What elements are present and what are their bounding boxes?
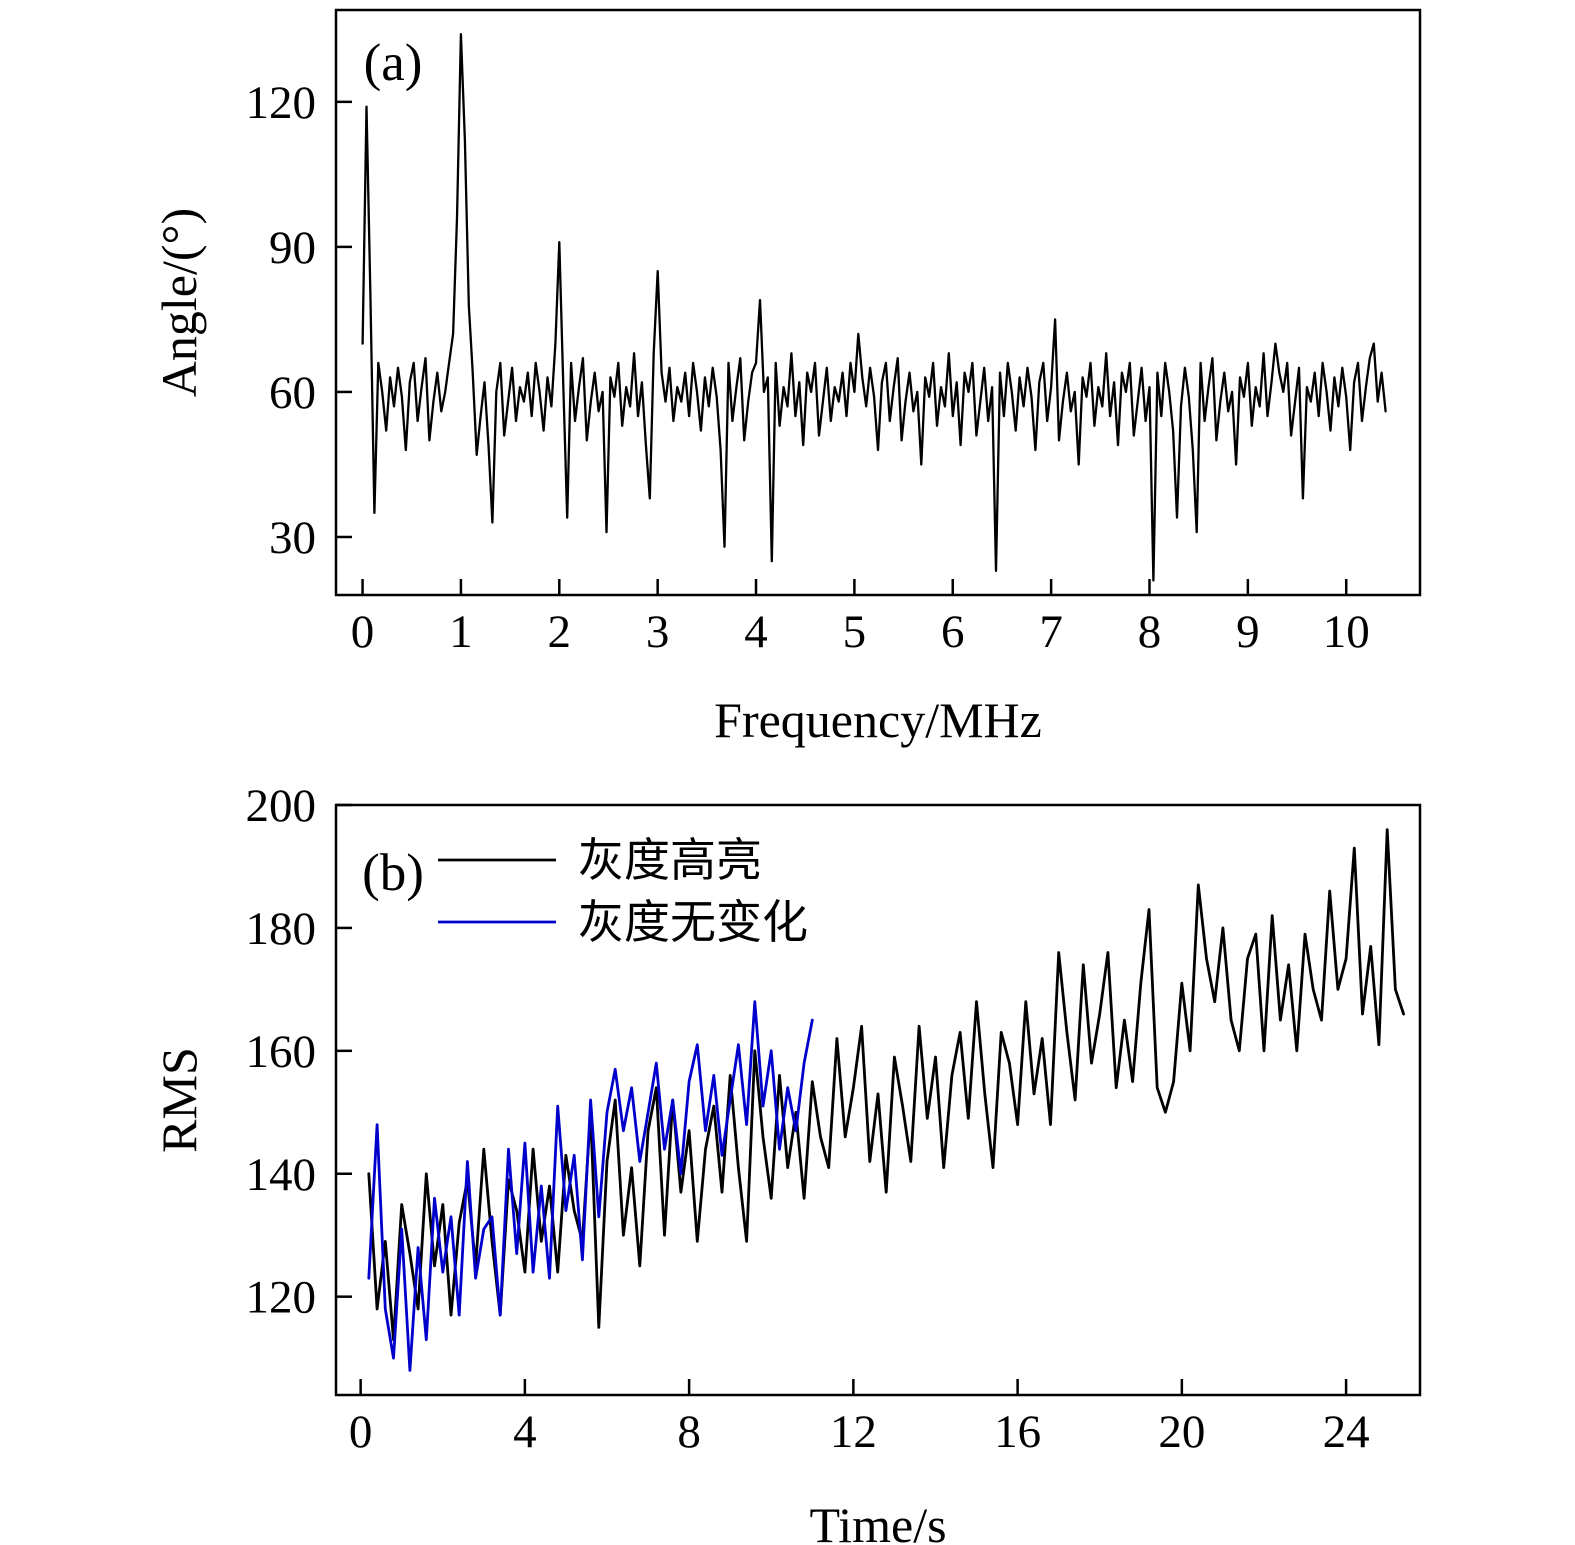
x-tick-label: 6 (941, 606, 965, 658)
x-tick-label: 16 (994, 1406, 1041, 1458)
series-line-0 (367, 828, 1405, 1342)
series-line-0 (361, 33, 1387, 582)
panel-label: (a) (364, 34, 423, 92)
x-tick-label: 8 (677, 1406, 701, 1458)
plot-frame (334, 8, 1422, 597)
y-tick-label: 30 (269, 512, 316, 564)
y-tick-label: 60 (269, 367, 316, 419)
legend-label: 灰度无变化 (578, 897, 808, 948)
x-tick-label: 0 (351, 606, 375, 658)
y-tick-label: 140 (246, 1149, 317, 1201)
x-tick-label: 8 (1138, 606, 1162, 658)
x-tick-label: 5 (843, 606, 867, 658)
y-axis-label: RMS (151, 1047, 207, 1153)
panel-a-svg: 0 1 2 3 4 5 6 7 8 9 10 30 60 90 120 Frequency/MHz Angle/… (151, 8, 1422, 748)
x-tick-label: 24 (1323, 1406, 1370, 1458)
series-line-1 (367, 1000, 814, 1372)
y-tick-label: 160 (246, 1026, 317, 1078)
panel-label: (b) (362, 844, 424, 902)
plot-frame (334, 803, 1422, 1397)
y-tick-label: 90 (269, 222, 316, 274)
panel-b-svg: 0 4 8 12 16 20 24 120 140 160 180 200 Time/s RMS (b) 灰度… (151, 780, 1422, 1545)
x-tick-label: 3 (646, 606, 670, 658)
x-tick-label: 9 (1236, 606, 1260, 658)
legend-label: 灰度高亮 (578, 835, 762, 886)
x-tick-label: 4 (513, 1406, 537, 1458)
panel-b-chart: 0 4 8 12 16 20 24 120 140 160 180 200 Time/s RMS (b) 灰度… (0, 760, 1575, 1545)
x-tick-label: 1 (449, 606, 473, 658)
y-tick-label: 120 (246, 77, 317, 129)
x-tick-label: 7 (1039, 606, 1063, 658)
y-axis-label: Angle/(°) (151, 208, 207, 397)
panel-a-chart: 0 1 2 3 4 5 6 7 8 9 10 30 60 90 120 Frequency/MHz Angle/… (0, 0, 1575, 760)
x-tick-label: 0 (349, 1406, 373, 1458)
x-axis-label: Frequency/MHz (714, 692, 1042, 748)
x-tick-label: 4 (744, 606, 768, 658)
x-tick-label: 12 (830, 1406, 877, 1458)
y-tick-label: 200 (246, 780, 317, 832)
y-tick-label: 180 (246, 903, 317, 955)
y-tick-label: 120 (246, 1272, 317, 1324)
x-tick-label: 10 (1323, 606, 1370, 658)
x-tick-label: 2 (548, 606, 572, 658)
x-tick-label: 20 (1158, 1406, 1205, 1458)
x-axis-label: Time/s (809, 1497, 946, 1545)
